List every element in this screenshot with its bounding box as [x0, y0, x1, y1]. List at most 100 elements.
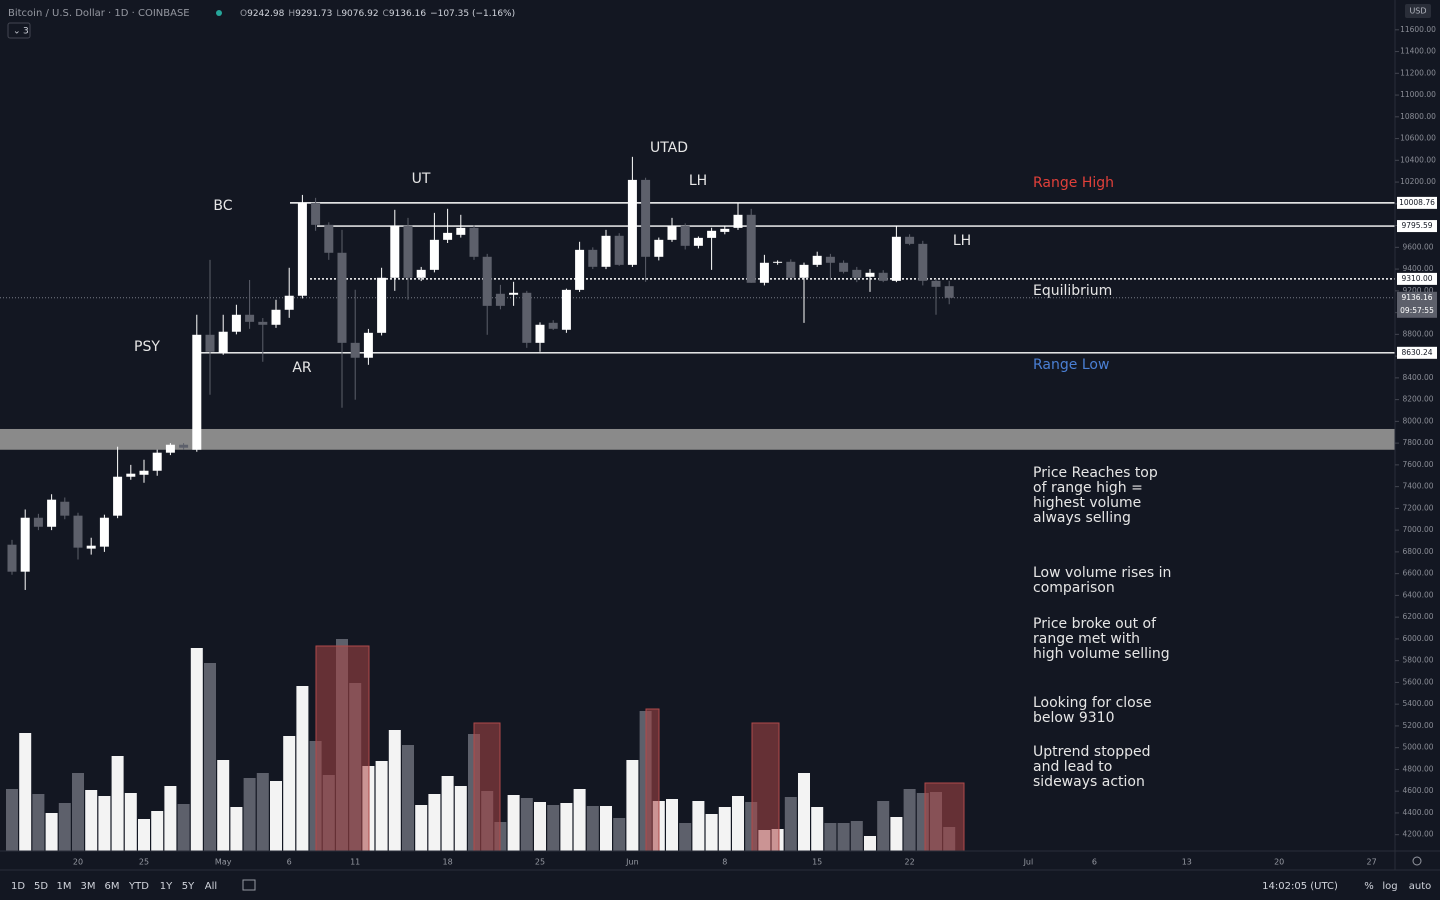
volume-bar — [890, 817, 903, 851]
currency-box[interactable] — [1405, 4, 1431, 18]
range-button[interactable]: YTD — [128, 881, 149, 892]
volume-bar — [243, 778, 256, 851]
volume-bar — [732, 796, 744, 851]
annotation: AR — [292, 360, 312, 376]
candle-body — [654, 239, 664, 257]
candle-body — [509, 292, 519, 295]
indicator-toggle[interactable] — [7, 22, 31, 39]
candle-body — [614, 235, 624, 265]
x-tick-label: 27 — [1367, 858, 1377, 867]
candle-body — [918, 243, 928, 281]
volume-bar — [718, 807, 731, 851]
ohlc-readout: O9242.98 H9291.73 L9076.92 C9136.16 −107.35 … — [240, 9, 515, 19]
y-tick-label: 11400.00 — [1400, 47, 1436, 56]
range-button[interactable]: 1M — [57, 881, 72, 892]
volume-highlights — [315, 645, 965, 852]
x-tick-label: Jun — [625, 858, 639, 867]
volume-bar — [138, 819, 150, 851]
y-tick-label: 7400.00 — [1402, 482, 1433, 491]
y-tick-label: 5400.00 — [1402, 699, 1433, 708]
note-line: range met with — [1033, 631, 1140, 647]
volume-bar — [600, 806, 612, 851]
candle-body — [86, 545, 96, 549]
volume-bar — [850, 821, 863, 851]
volume-bar — [534, 802, 546, 851]
candle-body — [733, 214, 743, 228]
ohlc-key: O — [240, 9, 247, 19]
scale-option[interactable]: log — [1382, 881, 1397, 892]
range-button[interactable]: 1D — [11, 881, 25, 892]
y-tick-label: 10600.00 — [1400, 134, 1436, 143]
date-range-icon[interactable] — [242, 879, 256, 891]
y-tick-label: 5000.00 — [1402, 743, 1433, 752]
volume-bar — [784, 797, 797, 851]
x-tick-label: 20 — [73, 858, 83, 867]
y-tick-label: 11000.00 — [1400, 90, 1436, 99]
volume-bar — [837, 823, 850, 851]
annotation: LH — [689, 173, 707, 189]
candle-body — [363, 332, 373, 358]
change: −107.35 (−1.16%) — [430, 9, 515, 19]
candle-body — [680, 225, 690, 246]
volume-bar — [666, 799, 678, 851]
clock[interactable]: 14:02:05 (UTC) — [1262, 881, 1338, 892]
volume-bar — [520, 798, 533, 851]
y-tick-label: 4400.00 — [1402, 808, 1433, 817]
volume-bar — [204, 663, 216, 851]
annotation: Range High — [1033, 175, 1114, 191]
range-button[interactable]: 3M — [81, 881, 96, 892]
status-dot — [216, 10, 222, 16]
candle-body — [284, 295, 294, 310]
candle-body — [377, 277, 387, 333]
ohlc-value: 9076.92 — [341, 9, 378, 19]
volume-bar — [6, 789, 18, 851]
candle-body — [337, 252, 347, 343]
y-tick-label: 7200.00 — [1402, 503, 1433, 512]
range-button[interactable]: 1Y — [160, 881, 173, 892]
note-line: Looking for close — [1033, 695, 1152, 711]
scale-option[interactable]: auto — [1409, 881, 1432, 892]
volume-bar — [296, 686, 309, 851]
range-button[interactable]: 5D — [34, 881, 48, 892]
y-tick-label: 11200.00 — [1400, 68, 1436, 77]
y-tick-label: 6000.00 — [1402, 634, 1433, 643]
volume-bar — [679, 823, 692, 851]
candle-body — [773, 261, 783, 263]
annotation: PSY — [134, 339, 160, 355]
candle-body — [495, 293, 505, 306]
support-zone — [0, 428, 1395, 450]
y-tick-label: 8000.00 — [1402, 416, 1433, 425]
candle-body — [390, 225, 400, 278]
range-button[interactable]: 5Y — [182, 881, 195, 892]
candle-body — [641, 179, 651, 257]
level-label-box — [1397, 272, 1437, 285]
current-price-label: 9136.16 — [1401, 293, 1432, 302]
volume-bar — [507, 795, 520, 851]
settings-icon[interactable] — [1412, 856, 1422, 866]
candle-body — [905, 236, 915, 244]
y-tick-label: 9200.00 — [1402, 286, 1433, 295]
note-line: sideways action — [1033, 774, 1145, 790]
currency: USD — [1409, 7, 1426, 16]
y-tick-label: 9600.00 — [1402, 242, 1433, 251]
volume-bar — [864, 836, 876, 851]
candle-body — [245, 314, 255, 322]
y-tick-label: 6800.00 — [1402, 547, 1433, 556]
range-button[interactable]: 6M — [105, 881, 120, 892]
note-line: Low volume rises in — [1033, 565, 1171, 581]
volume-bar — [613, 818, 626, 851]
note-line: of range high = — [1033, 480, 1143, 496]
volume-bar — [428, 794, 441, 851]
y-tick-label: 5200.00 — [1402, 721, 1433, 730]
note-line: comparison — [1033, 580, 1115, 596]
candle-body — [469, 227, 479, 257]
range-button[interactable]: All — [205, 881, 217, 892]
volume-bar — [98, 796, 111, 851]
highlight-box — [751, 722, 780, 852]
x-tick-label: 25 — [139, 858, 149, 867]
level-label-box — [1397, 346, 1437, 359]
candle-body — [165, 444, 175, 453]
scale-option[interactable]: % — [1364, 881, 1374, 892]
